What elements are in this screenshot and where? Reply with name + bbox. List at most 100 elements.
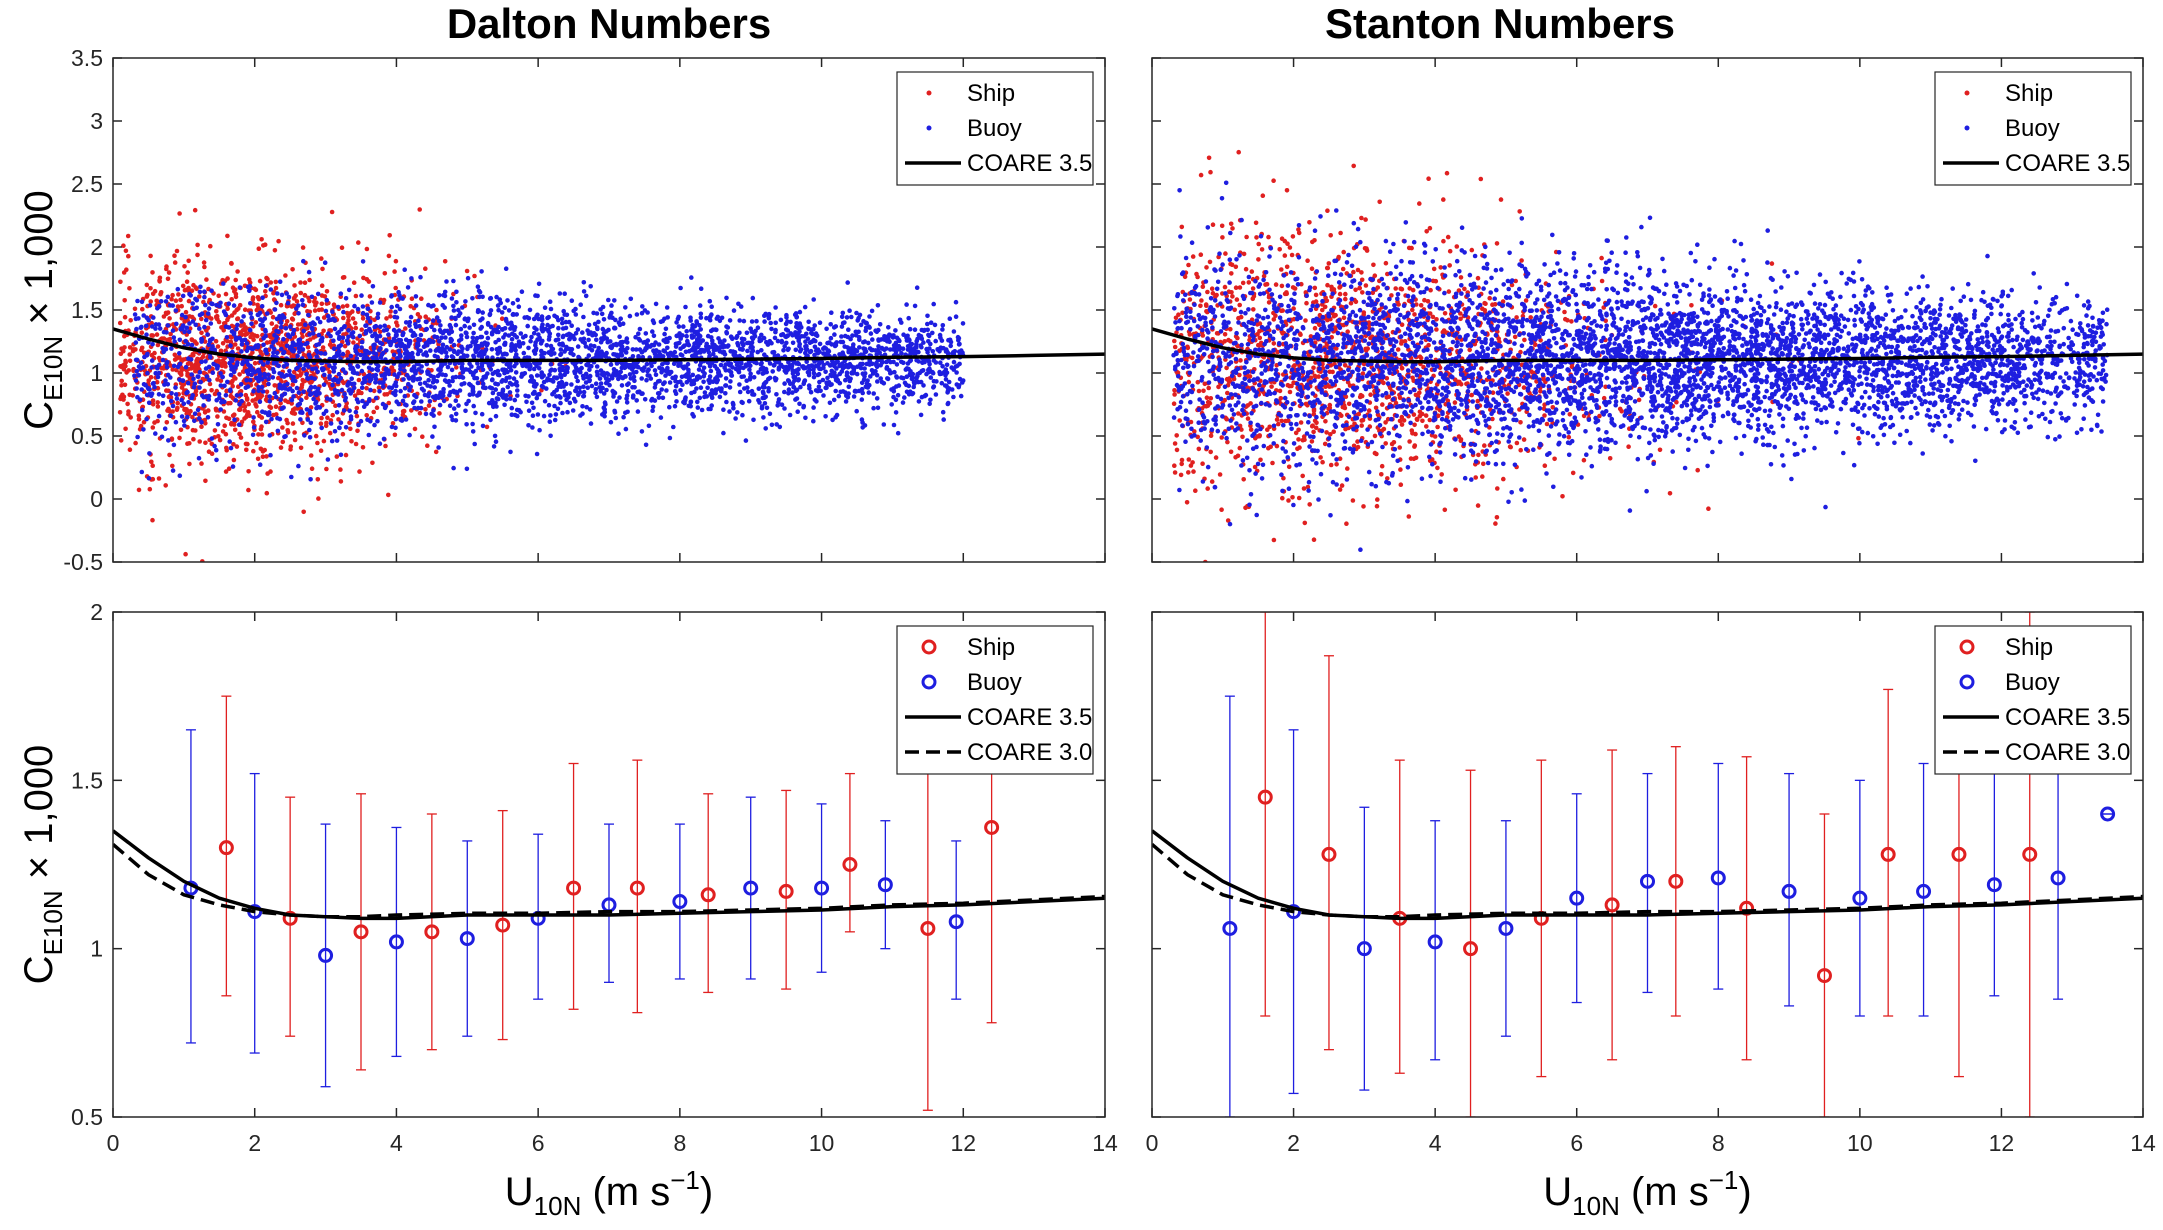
dalton-scatter-buoy-point — [673, 374, 678, 380]
dalton-scatter-buoy-point — [786, 387, 792, 392]
dalton-scatter-buoy-point — [393, 425, 398, 431]
dalton-scatter-buoy-point — [756, 370, 761, 375]
dalton-scatter-ship-point — [291, 369, 297, 375]
dalton-scatter-buoy-point — [765, 342, 771, 347]
dalton-scatter-buoy-point — [459, 344, 464, 350]
dalton-scatter-buoy-point — [520, 341, 526, 346]
dalton-scatter-buoy-point — [199, 420, 204, 425]
dalton-scatter-buoy-point — [728, 334, 734, 340]
dalton-scatter-ship-point — [318, 421, 324, 427]
dalton-scatter-buoy-point — [793, 330, 798, 335]
dalton-scatter-buoy-point — [667, 335, 672, 341]
dalton-scatter-buoy-point — [352, 303, 357, 309]
dalton-scatter-buoy-point — [489, 377, 495, 383]
dalton-scatter-buoy-point — [334, 378, 340, 383]
dalton-scatter-ship-point — [320, 266, 325, 272]
dalton-scatter-buoy-point — [162, 382, 167, 387]
dalton-scatter-buoy-point — [608, 419, 614, 425]
dalton-scatter-buoy-point — [410, 333, 416, 339]
dalton-scatter-buoy-point — [858, 365, 864, 371]
dalton-scatter-ship-point — [202, 388, 207, 394]
dalton-scatter-buoy-point — [945, 400, 951, 406]
dalton-scatter-buoy-point — [207, 337, 213, 343]
dalton-scatter-buoy-point — [650, 329, 655, 334]
dalton-scatter-buoy-point — [493, 381, 498, 387]
dalton-scatter-ship-point — [340, 431, 346, 437]
dalton-scatter-buoy-point — [580, 411, 585, 417]
dalton-scatter-buoy-point — [163, 378, 168, 383]
dalton-scatter-buoy-point — [529, 400, 535, 406]
dalton-scatter-buoy-point — [354, 356, 360, 361]
dalton-scatter-buoy-point — [423, 319, 429, 325]
dalton-scatter-buoy-point — [288, 324, 293, 330]
dalton-scatter-buoy-point — [741, 318, 747, 324]
dalton-scatter-buoy-point — [604, 336, 610, 341]
dalton-scatter-buoy-point — [660, 362, 665, 367]
dalton-scatter-buoy-point — [609, 374, 615, 379]
dalton-scatter-buoy-point — [559, 316, 565, 322]
dalton-scatter-buoy-point — [835, 379, 840, 384]
dalton-scatter-ship-point — [271, 290, 276, 296]
dalton-scatter-buoy-point — [581, 384, 586, 390]
dalton-scatter-buoy-point — [557, 362, 562, 367]
dalton-scatter-buoy-point — [206, 393, 212, 399]
dalton-scatter-ship-point — [176, 354, 182, 360]
dalton-scatter-buoy-point — [138, 360, 144, 366]
dalton-scatter-buoy-point — [332, 387, 338, 393]
dalton-scatter-buoy-point — [518, 331, 524, 336]
dalton-scatter-buoy-point — [267, 394, 273, 399]
dalton-scatter-buoy-point — [867, 362, 872, 367]
dalton-scatter-buoy-point — [323, 408, 329, 414]
dalton-scatter-ship-point — [328, 328, 334, 333]
dalton-scatter-buoy-point — [650, 404, 656, 410]
dalton-scatter-buoy-point — [425, 383, 430, 388]
dalton-scatter-buoy-point — [640, 304, 645, 309]
dalton-scatter-buoy-point — [769, 422, 775, 428]
dalton-scatter-buoy-point — [587, 367, 592, 373]
dalton-scatter-buoy-point — [694, 320, 700, 326]
dalton-scatter-ship-point — [332, 304, 338, 309]
dalton-scatter-ship-point — [346, 313, 351, 319]
dalton-scatter-buoy-point — [804, 359, 809, 365]
dalton-scatter-buoy-point — [139, 299, 145, 305]
dalton-scatter-buoy-point — [947, 337, 953, 343]
dalton-scatter-buoy-point — [539, 348, 544, 354]
dalton-scatter-ship-point — [203, 421, 208, 426]
dalton-scatter-buoy-point — [891, 343, 897, 348]
dalton-scatter-buoy-point — [563, 369, 569, 374]
dalton-scatter-buoy-point — [608, 344, 613, 350]
dalton-scatter-ship-point — [364, 246, 370, 252]
dalton-scatter-buoy-point — [503, 332, 508, 337]
dalton-scatter-ship-point — [119, 383, 124, 388]
dalton-scatter-buoy-point — [644, 377, 649, 383]
dalton-scatter-buoy-point — [698, 286, 704, 292]
dalton-scatter-buoy-point — [817, 320, 823, 326]
dalton-scatter-buoy-point — [347, 362, 353, 368]
dalton-scatter-buoy-point — [407, 323, 412, 328]
dalton-scatter-buoy-point — [828, 335, 834, 341]
dalton-scatter-buoy-point — [803, 346, 809, 352]
dalton-scatter-ship-point — [215, 377, 220, 382]
dalton-scatter-buoy-point — [440, 342, 446, 348]
dalton-scatter-buoy-point — [150, 341, 155, 347]
dalton-scatter-buoy-point — [494, 347, 500, 352]
dalton-scatter-buoy-point — [155, 306, 160, 311]
dalton-scatter-buoy-point — [526, 394, 531, 399]
dalton-scatter-ship-point — [300, 245, 306, 250]
dalton-scatter-buoy-point — [581, 394, 586, 399]
dalton-scatter-buoy-point — [504, 318, 509, 324]
dalton-scatter-buoy-point — [305, 340, 310, 346]
dalton-scatter-ship-point — [316, 496, 321, 501]
dalton-scatter-buoy-point — [865, 378, 870, 383]
dalton-scatter-ship-point — [343, 452, 349, 458]
dalton-scatter-buoy-point — [958, 393, 964, 399]
dalton-scatter-ship-point — [268, 469, 273, 474]
dalton-scatter-buoy-point — [793, 347, 799, 353]
dalton-scatter-ship-point — [400, 412, 406, 418]
dalton-scatter-buoy-point — [135, 434, 140, 440]
dalton-scatter-buoy-point — [544, 343, 550, 348]
dalton-scatter-buoy-point — [956, 335, 962, 341]
dalton-scatter-buoy-point — [564, 365, 570, 370]
dalton-scatter-buoy-point — [774, 392, 779, 397]
dalton-scatter-buoy-point — [449, 414, 454, 419]
